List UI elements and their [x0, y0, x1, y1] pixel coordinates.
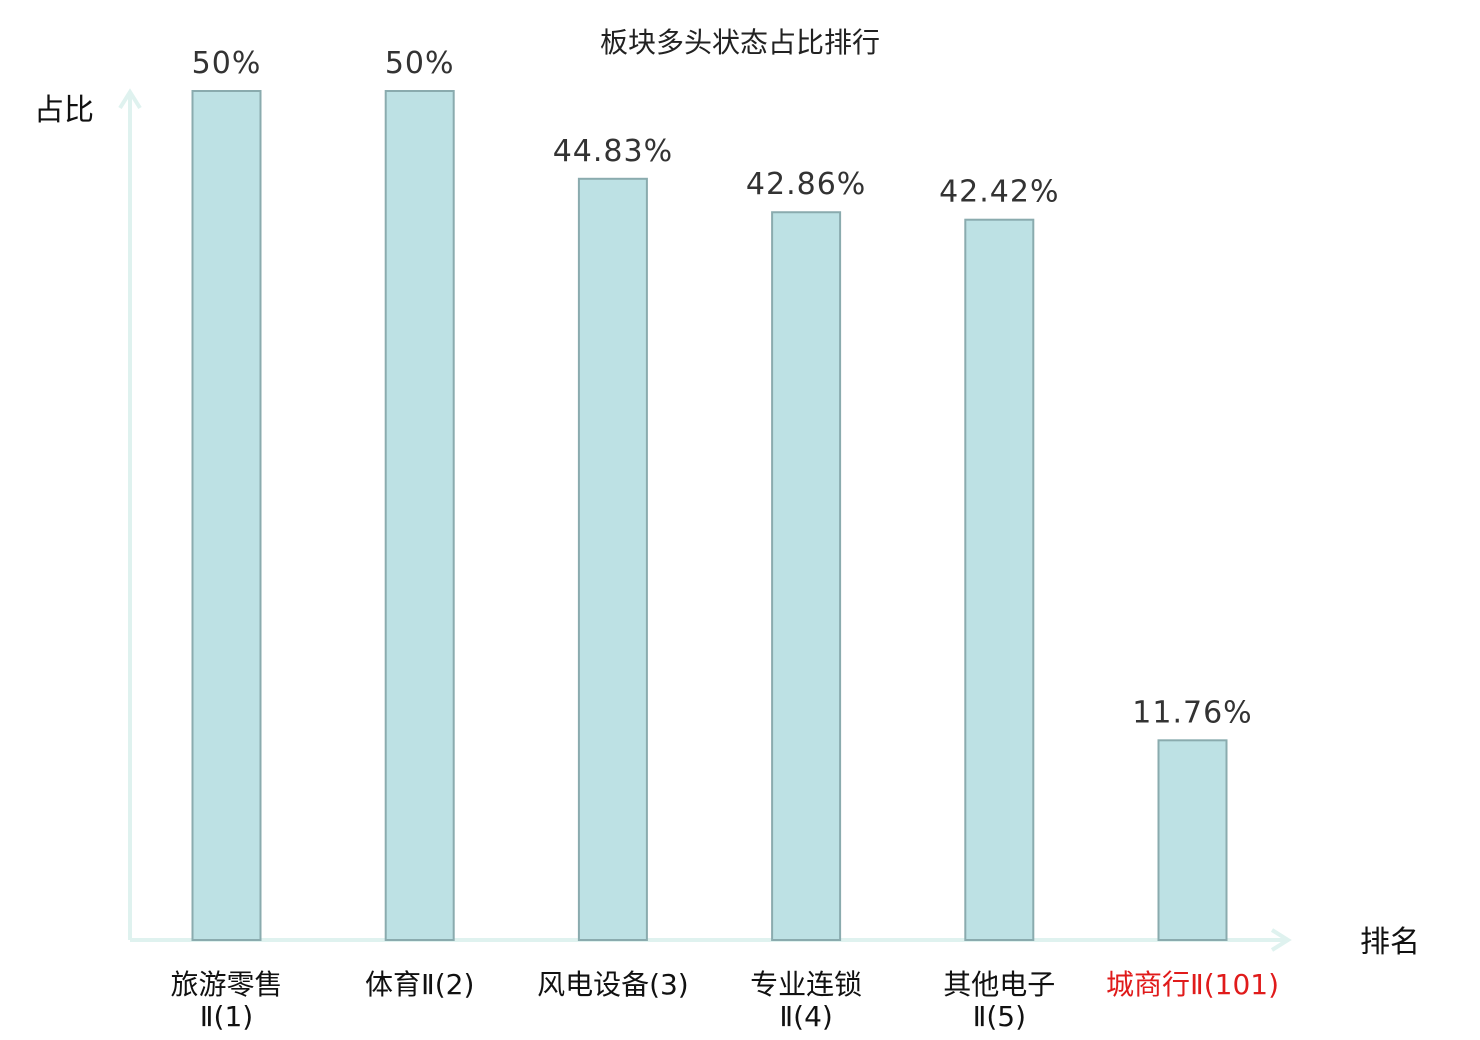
value-labels-group: 50% 50% 44.83% 42.86% 42.42% 11.76% [192, 46, 1252, 730]
bar-4 [771, 211, 842, 942]
category-label-1: 旅游零售 [170, 968, 282, 1001]
category-label-3: 风电设备(3) [537, 968, 689, 1001]
category-label-2: 体育Ⅱ(2) [365, 968, 474, 1001]
value-label-1: 50% [192, 46, 262, 81]
x-axis-label: 排名 [1360, 925, 1420, 960]
category-label-5: 其他电子 [943, 968, 1055, 1001]
value-label-3: 44.83% [553, 134, 673, 169]
value-label-4: 42.86% [746, 167, 866, 202]
bar-1 [191, 90, 262, 941]
category-label-4-line2: Ⅱ(4) [779, 1000, 832, 1033]
bar-3 [577, 177, 648, 941]
category-label-1-line2: Ⅱ(1) [200, 1000, 253, 1033]
bars-group [191, 90, 1228, 942]
value-label-6: 11.76% [1132, 695, 1252, 730]
chart-title: 板块多头状态占比排行 [600, 26, 880, 59]
value-label-2: 50% [385, 46, 455, 81]
bar-2 [384, 90, 455, 941]
x-axis-arrow [1270, 928, 1292, 952]
bar-6 [1157, 739, 1228, 941]
category-label-6: 城商行Ⅱ(101) [1106, 968, 1279, 1001]
value-label-5: 42.42% [939, 175, 1059, 210]
category-label-5-line2: Ⅱ(5) [973, 1000, 1026, 1033]
y-axis-arrow [118, 88, 142, 110]
bar-5 [964, 218, 1035, 942]
category-label-4: 专业连锁 [750, 968, 862, 1001]
y-axis-label: 占比 [34, 93, 94, 128]
